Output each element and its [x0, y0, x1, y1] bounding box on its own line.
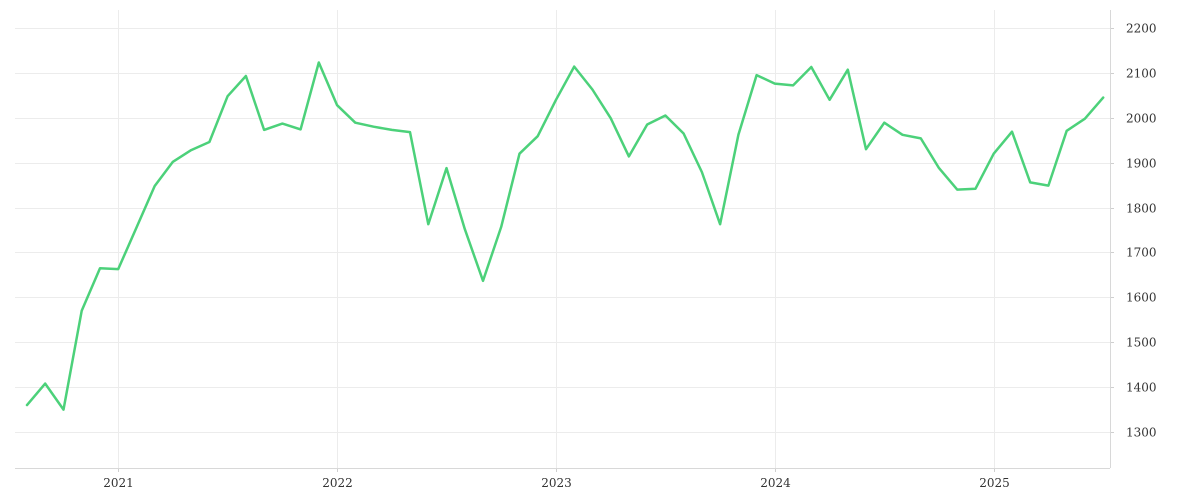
y-tick-label-2100: 2100: [1126, 67, 1157, 81]
x-tick-label-2025: 2025: [979, 476, 1010, 490]
series-layer: [25, 61, 1105, 411]
series-line-0: [25, 61, 1105, 411]
axes: [15, 10, 1114, 472]
x-tick-label-2023: 2023: [541, 476, 572, 490]
y-tick-label-1300: 1300: [1126, 426, 1157, 440]
y-tick-label-1600: 1600: [1126, 291, 1157, 305]
grid: [15, 10, 1110, 468]
y-tick-label-2000: 2000: [1126, 112, 1157, 126]
tick-labels: 1300 1400 1500 1600 1700 1800 1900 2000 2100 2200…: [103, 22, 1156, 491]
y-tick-label-1700: 1700: [1126, 246, 1157, 260]
x-tick-label-2022: 2022: [322, 476, 353, 490]
x-tick-label-2021: 2021: [103, 476, 134, 490]
x-tick-label-2024: 2024: [760, 476, 791, 490]
y-tick-label-1400: 1400: [1126, 381, 1157, 395]
y-tick-label-1900: 1900: [1126, 157, 1157, 171]
y-tick-label-1500: 1500: [1126, 336, 1157, 350]
y-tick-label-1800: 1800: [1126, 202, 1157, 216]
y-tick-label-2200: 2200: [1126, 22, 1157, 36]
